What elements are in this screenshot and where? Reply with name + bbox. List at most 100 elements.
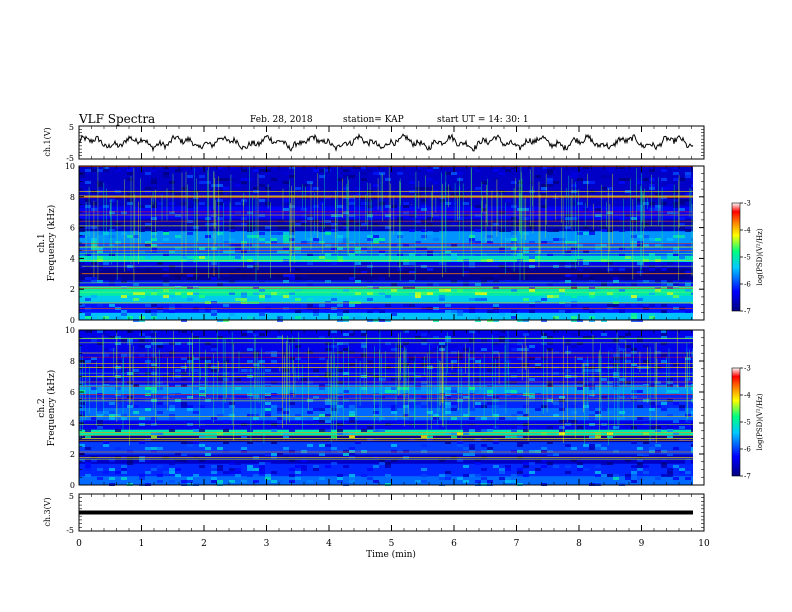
spectrogram-noise-cell	[283, 447, 289, 450]
spectrogram-noise-cell	[529, 286, 535, 289]
spectrogram-noise-cell	[673, 247, 679, 250]
spectrogram-noise-cell	[571, 241, 577, 244]
spectrogram-noise-cell	[445, 474, 451, 477]
spectrogram-noise-cell	[493, 280, 499, 283]
time-tick-labels: 0 1 2 3 4 5 6 7 8 9 10	[76, 539, 710, 549]
spectrogram-noise-cell	[343, 396, 349, 399]
spectrogram-noise-cell	[625, 378, 631, 381]
spectrogram-noise-cell	[373, 298, 379, 301]
spectrogram-noise-cell	[481, 298, 487, 301]
spectrogram-noise-cell	[223, 304, 229, 307]
spectrogram-noise-cell	[241, 271, 247, 274]
spectrogram-noise-cell	[373, 286, 379, 289]
spectrogram-noise-cell	[607, 426, 613, 429]
spectrogram-noise-cell	[211, 477, 217, 480]
spectrogram-noise-cell	[109, 414, 115, 417]
spectrogram-noise-cell	[241, 295, 247, 298]
spectrogram-noise-cell	[187, 408, 193, 411]
spectrogram-noise-cell	[457, 477, 463, 480]
spectrogram-noise-cell	[433, 426, 439, 429]
spectrogram-noise-cell	[643, 280, 649, 283]
ch1-colorbar-scale	[731, 202, 741, 312]
spectrogram-noise-cell	[343, 223, 349, 226]
colorbar-tick-label: -7	[744, 473, 751, 481]
spectrogram-noise-cell	[277, 411, 283, 414]
spectrogram-noise-cell	[253, 187, 259, 190]
spectrogram-noise-cell	[85, 313, 91, 316]
spectrogram-noise-cell	[565, 336, 571, 339]
spectrogram-noise-cell	[151, 292, 157, 295]
spectrogram-noise-cell	[439, 295, 445, 298]
colorbar-tick-label: -3	[744, 200, 751, 208]
spectrogram-noise-cell	[157, 480, 163, 483]
spectrogram-noise-cell	[553, 351, 559, 354]
spectrogram-noise-cell	[511, 450, 517, 453]
spectrogram-noise-cell	[367, 310, 373, 313]
spectrogram-noise-cell	[625, 274, 631, 277]
spectrogram-noise-cell	[199, 181, 205, 184]
spectrogram-noise-cell	[427, 283, 433, 286]
spectrogram-noise-cell	[349, 474, 355, 477]
spectrogram-noise-cell	[631, 396, 637, 399]
spectrogram-noise-cell	[457, 444, 463, 447]
spectrogram-noise-cell	[637, 244, 643, 247]
spectrogram-noise-cell	[175, 459, 181, 462]
spectrogram-noise-cell	[595, 474, 601, 477]
spectrogram-noise-cell	[163, 378, 169, 381]
spectrogram-noise-cell	[283, 199, 289, 202]
spectrogram-noise-cell	[445, 405, 451, 408]
spectrogram-noise-cell	[511, 310, 517, 313]
spectrogram-noise-cell	[565, 351, 571, 354]
spectrogram-noise-cell	[265, 336, 271, 339]
spectrogram-noise-cell	[667, 283, 673, 286]
spectrogram-noise-cell	[529, 304, 535, 307]
spectrogram-noise-cell	[283, 295, 289, 298]
spectrogram-noise-cell	[187, 298, 193, 301]
spectrogram-noise-cell	[583, 360, 589, 363]
spectrogram-noise-cell	[115, 241, 121, 244]
spectrogram-noise-cell	[523, 465, 529, 468]
spectrogram-noise-cell	[547, 387, 553, 390]
spectrogram-noise-cell	[541, 178, 547, 181]
spectrogram-noise-cell	[391, 411, 397, 414]
spectrogram-noise-cell	[391, 348, 397, 351]
spectrogram-noise-cell	[559, 426, 565, 429]
spectrogram-noise-cell	[247, 244, 253, 247]
spectrogram-noise-cell	[637, 417, 643, 420]
spectrogram-noise-cell	[265, 369, 271, 372]
spectrogram-noise-cell	[547, 172, 553, 175]
spectrogram-noise-cell	[523, 348, 529, 351]
spectrogram-noise-cell	[637, 262, 643, 265]
spectrogram-noise-cell	[331, 229, 337, 232]
spectrogram-noise-cell	[307, 444, 313, 447]
spectrogram-noise-cell	[277, 274, 283, 277]
spectrogram-noise-cell	[379, 202, 385, 205]
spectrogram-noise-cell	[289, 193, 295, 196]
spectrogram-noise-cell	[145, 223, 151, 226]
spectrogram-noise-cell	[145, 244, 151, 247]
spectrogram-band	[79, 261, 693, 269]
spectrogram-noise-cell	[469, 241, 475, 244]
spectrogram-noise-cell	[475, 298, 481, 301]
spectrogram-noise-cell	[637, 298, 643, 301]
spectrogram-noise-cell	[571, 438, 577, 441]
spectrogram-noise-cell	[151, 247, 157, 250]
spectrogram-noise-cell	[307, 480, 313, 483]
spectrogram-noise-cell	[685, 414, 691, 417]
spectrogram-noise-cell	[253, 378, 259, 381]
spectrogram-noise-cell	[463, 274, 469, 277]
spectrogram-noise-cell	[307, 298, 313, 301]
spectrogram-noise-cell	[511, 429, 517, 432]
spectrogram-noise-cell	[661, 304, 667, 307]
ch3-ytick-bottom: -5	[66, 526, 74, 535]
spectrogram-noise-cell	[139, 292, 145, 295]
spectrogram-noise-cell	[607, 462, 613, 465]
spectrogram-noise-cell	[535, 357, 541, 360]
spectrogram-noise-cell	[427, 411, 433, 414]
spectrogram-noise-cell	[151, 202, 157, 205]
spectrogram-noise-cell	[541, 459, 547, 462]
spectrogram-noise-cell	[685, 378, 691, 381]
spectrogram-noise-cell	[649, 238, 655, 241]
spectrogram-noise-cell	[391, 459, 397, 462]
